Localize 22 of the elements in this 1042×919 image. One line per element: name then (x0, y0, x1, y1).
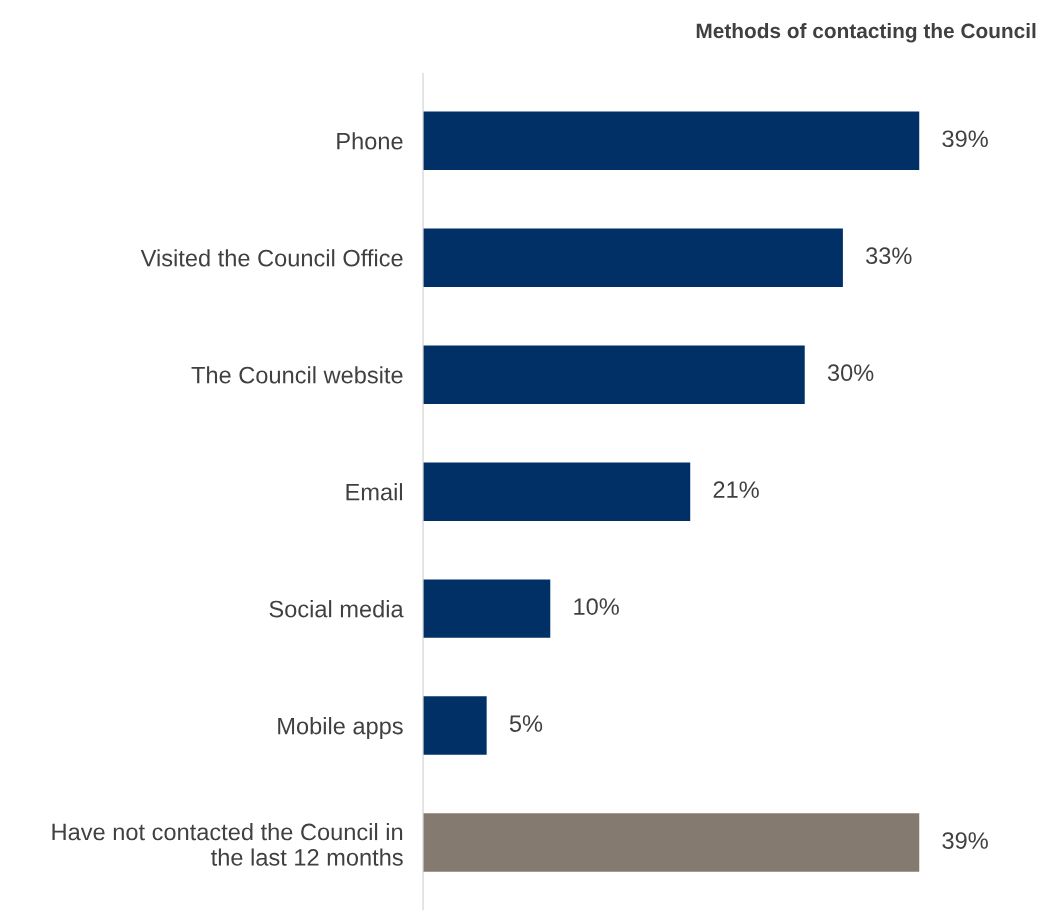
data-label: 39% (942, 832, 988, 849)
y-tick-label: Social media (269, 600, 404, 618)
bar (423, 111, 920, 171)
data-label: 33% (866, 247, 912, 265)
data-label: 30% (827, 364, 874, 382)
y-tick-label: Have not contacted the Council in the last 12 months (52, 823, 403, 866)
y-tick-label: Phone (337, 132, 403, 150)
data-label: 5% (509, 715, 543, 732)
bar (423, 345, 805, 404)
y-tick-label: Email (346, 483, 403, 501)
bar (423, 813, 920, 872)
y-tick-label: The Council website (191, 366, 403, 384)
data-label: 21% (713, 481, 759, 498)
bar (423, 579, 551, 638)
chart-title: Methods of contacting the Council (696, 22, 1036, 43)
bar (423, 696, 487, 755)
data-label: 39% (942, 130, 988, 148)
y-tick-label: Mobile apps (278, 717, 403, 740)
y-tick-label: Visited the Council Office (140, 249, 403, 267)
bar (423, 462, 691, 521)
data-label: 10% (574, 598, 619, 615)
bar (423, 228, 843, 287)
